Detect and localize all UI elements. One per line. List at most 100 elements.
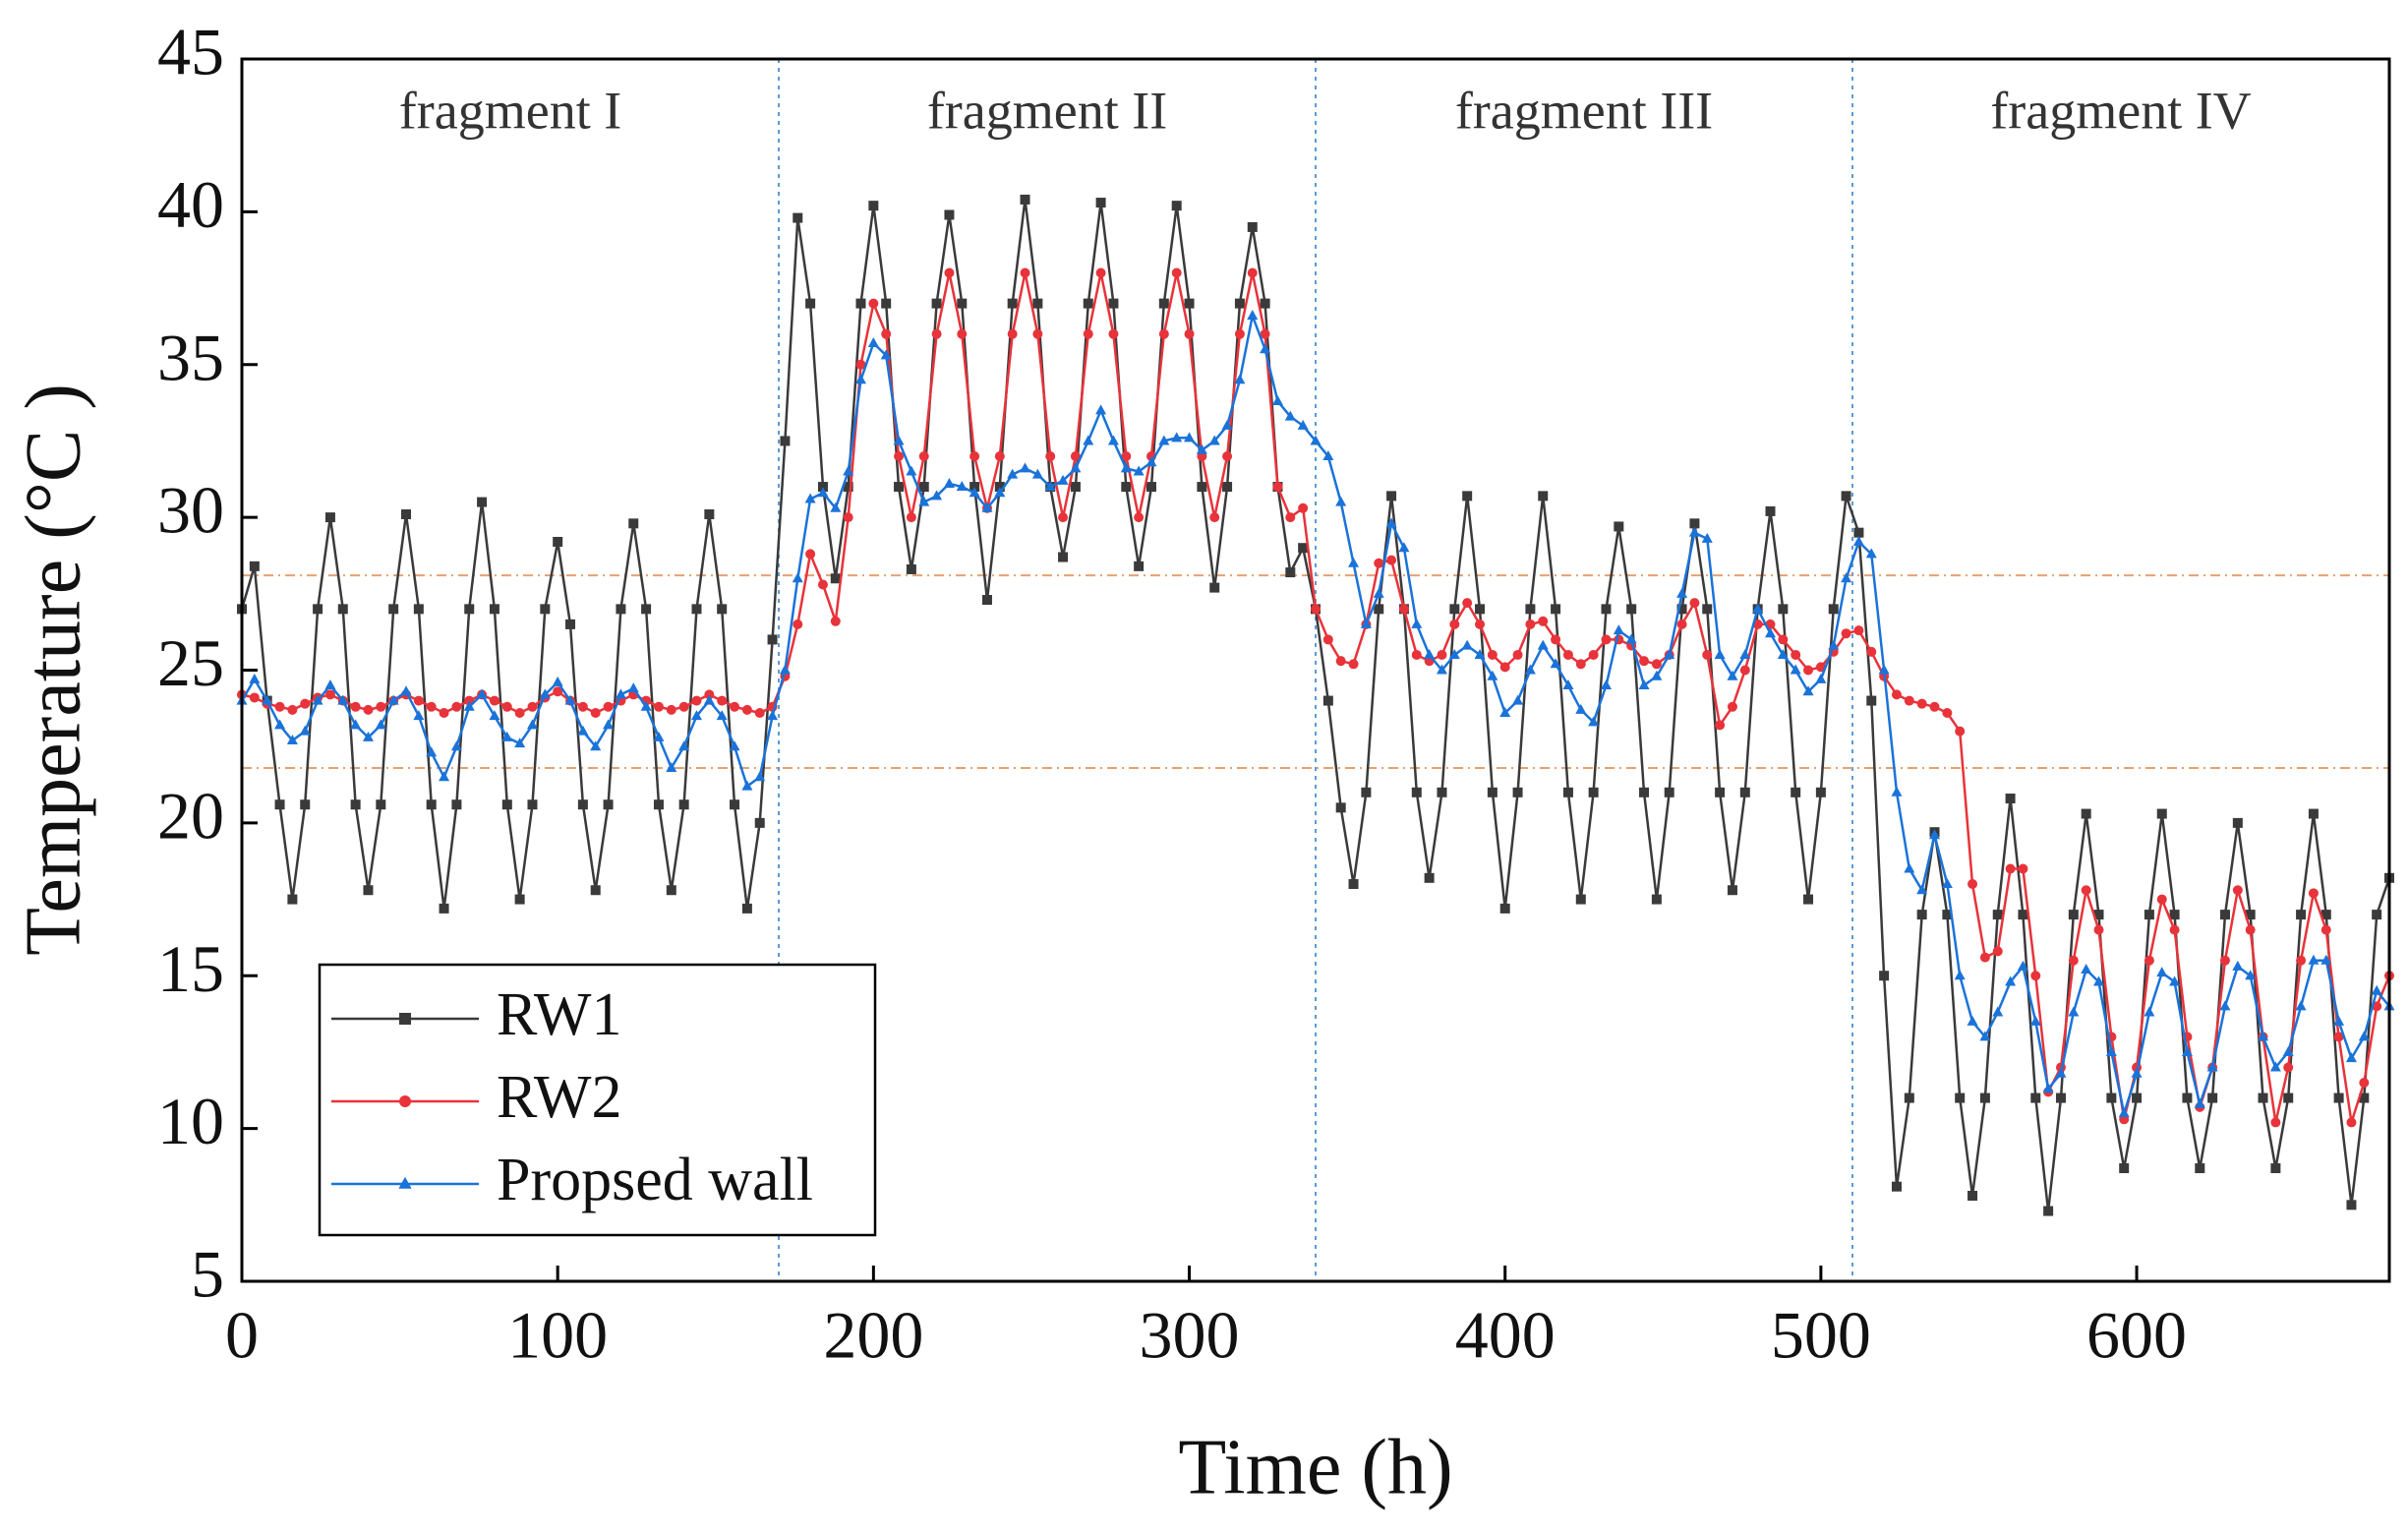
marker xyxy=(1815,673,1827,683)
marker xyxy=(1298,543,1309,554)
marker xyxy=(678,799,689,810)
marker xyxy=(1083,328,1093,339)
marker xyxy=(2055,1067,2067,1078)
marker xyxy=(1891,689,1902,700)
marker xyxy=(1955,726,1966,737)
marker xyxy=(1625,633,1637,644)
marker xyxy=(1398,542,1410,553)
marker xyxy=(1007,468,1019,479)
marker xyxy=(2042,1083,2054,1093)
marker xyxy=(1234,374,1246,384)
marker xyxy=(1955,1092,1966,1103)
marker xyxy=(1601,604,1612,615)
marker xyxy=(1538,491,1549,502)
marker xyxy=(1487,787,1498,797)
marker xyxy=(906,465,917,476)
marker xyxy=(1575,659,1586,670)
marker xyxy=(793,619,803,629)
marker xyxy=(1916,910,1927,920)
marker xyxy=(616,604,626,615)
marker xyxy=(1209,512,1220,523)
marker xyxy=(994,487,1006,498)
marker xyxy=(1145,456,1157,467)
y-tick-label: 35 xyxy=(157,320,224,394)
marker xyxy=(804,493,816,503)
marker xyxy=(2105,1045,2117,1056)
legend: RW1 RW2 Propsed wall xyxy=(318,963,877,1237)
marker xyxy=(1904,695,1914,706)
marker xyxy=(2144,910,2154,920)
marker xyxy=(313,604,323,615)
marker xyxy=(2258,1092,2268,1103)
marker xyxy=(1525,604,1536,615)
marker xyxy=(2068,955,2079,966)
marker xyxy=(2245,924,2256,935)
marker xyxy=(1803,665,1814,676)
marker xyxy=(350,719,362,730)
marker xyxy=(1626,604,1637,615)
marker xyxy=(2320,954,2332,965)
marker xyxy=(1058,512,1069,523)
marker xyxy=(1020,462,1031,473)
marker xyxy=(1828,604,1839,615)
legend-marker xyxy=(399,1095,411,1107)
marker xyxy=(1020,194,1030,205)
marker xyxy=(1639,787,1650,797)
marker xyxy=(1462,598,1473,609)
marker xyxy=(1764,627,1776,638)
marker xyxy=(1424,872,1435,883)
marker xyxy=(1108,298,1119,309)
marker xyxy=(299,725,311,736)
marker xyxy=(1335,802,1346,813)
marker xyxy=(1688,526,1700,537)
legend-marker xyxy=(398,1176,412,1189)
marker xyxy=(2068,910,2079,920)
marker xyxy=(426,799,437,810)
marker xyxy=(1715,720,1726,731)
marker xyxy=(1297,419,1309,430)
marker xyxy=(1171,432,1183,443)
marker xyxy=(1727,885,1737,896)
marker xyxy=(1727,670,1738,680)
marker xyxy=(1095,404,1107,415)
marker xyxy=(1209,582,1220,593)
marker xyxy=(2144,1006,2155,1017)
marker xyxy=(2081,964,2092,974)
marker xyxy=(1158,328,1169,339)
marker xyxy=(590,708,601,719)
marker xyxy=(375,719,386,730)
marker xyxy=(287,704,298,715)
marker xyxy=(830,573,841,584)
marker xyxy=(1083,298,1093,309)
marker xyxy=(1045,450,1056,461)
marker xyxy=(2156,808,2167,819)
marker xyxy=(2195,1163,2205,1174)
marker xyxy=(691,604,702,615)
marker xyxy=(1791,649,1801,660)
marker xyxy=(894,450,905,461)
marker xyxy=(1664,787,1674,797)
marker xyxy=(943,477,955,488)
marker xyxy=(944,209,955,220)
marker xyxy=(1196,443,1207,454)
marker xyxy=(729,740,740,751)
marker xyxy=(1448,648,1460,659)
marker xyxy=(2181,1045,2193,1056)
marker xyxy=(1575,894,1586,905)
marker xyxy=(1133,465,1145,476)
marker xyxy=(868,298,879,309)
marker xyxy=(2283,1062,2294,1073)
marker xyxy=(300,799,311,810)
marker xyxy=(1524,664,1536,675)
marker xyxy=(2245,970,2257,980)
marker xyxy=(2018,863,2028,874)
marker xyxy=(2258,1031,2269,1041)
marker xyxy=(678,701,689,712)
marker xyxy=(994,450,1005,461)
marker xyxy=(641,604,652,615)
marker xyxy=(1575,703,1587,714)
marker xyxy=(1020,267,1030,278)
marker xyxy=(337,604,348,615)
marker xyxy=(1083,435,1094,445)
